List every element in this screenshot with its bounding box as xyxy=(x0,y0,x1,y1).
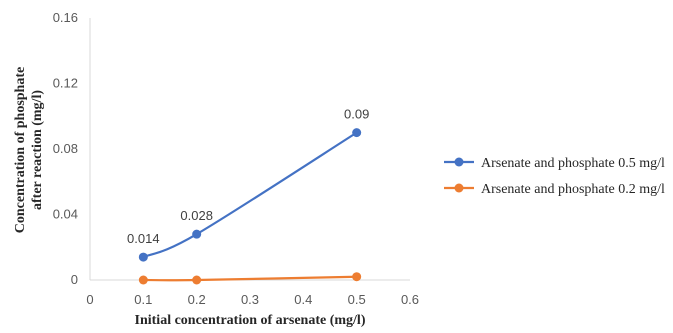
data-point xyxy=(138,252,148,262)
x-tick-label: 0.6 xyxy=(401,292,419,307)
x-tick-label: 0.3 xyxy=(241,292,259,307)
legend-swatch-marker xyxy=(454,183,464,193)
legend-entry-label: Arsenate and phosphate 0.2 mg/l xyxy=(481,182,665,197)
data-point xyxy=(192,229,202,239)
y-tick-label: 0 xyxy=(71,272,78,287)
x-axis-title: Initial concentration of arsenate (mg/l) xyxy=(135,313,366,328)
y-tick-label: 0.04 xyxy=(53,207,78,222)
data-label: 0.028 xyxy=(180,208,213,223)
data-point xyxy=(352,272,362,282)
x-tick-labels: 0 0.1 0.2 0.3 0.4 0.5 0.6 xyxy=(86,292,419,307)
y-tick-label: 0.08 xyxy=(53,141,78,156)
y-axis-title-line1: Concentration of phosphate xyxy=(13,67,28,233)
series-group xyxy=(138,128,362,285)
x-tick-label: 0.1 xyxy=(134,292,152,307)
data-point xyxy=(352,128,362,138)
y-axis-title-line2: after reaction (mg/l) xyxy=(30,90,45,210)
legend-swatch-marker xyxy=(454,157,464,167)
x-tick-label: 0.4 xyxy=(294,292,312,307)
x-tick-label: 0.2 xyxy=(188,292,206,307)
data-labels: 0.014 0.028 0.09 xyxy=(127,107,369,246)
series-line-1 xyxy=(142,131,358,259)
data-point xyxy=(138,275,148,285)
x-tick-label: 0.5 xyxy=(348,292,366,307)
legend: Arsenate and phosphate 0.5 mg/l Arsenate … xyxy=(444,156,665,197)
x-tick-label: 0 xyxy=(86,292,93,307)
series-line-2 xyxy=(143,275,357,282)
data-point xyxy=(192,275,202,285)
data-label: 0.09 xyxy=(344,107,369,122)
data-label: 0.014 xyxy=(127,231,160,246)
y-tick-labels: 0 0.04 0.08 0.12 0.16 xyxy=(53,10,78,287)
y-tick-label: 0.16 xyxy=(53,10,78,25)
legend-entry-label: Arsenate and phosphate 0.5 mg/l xyxy=(481,156,665,171)
y-tick-label: 0.12 xyxy=(53,76,78,91)
